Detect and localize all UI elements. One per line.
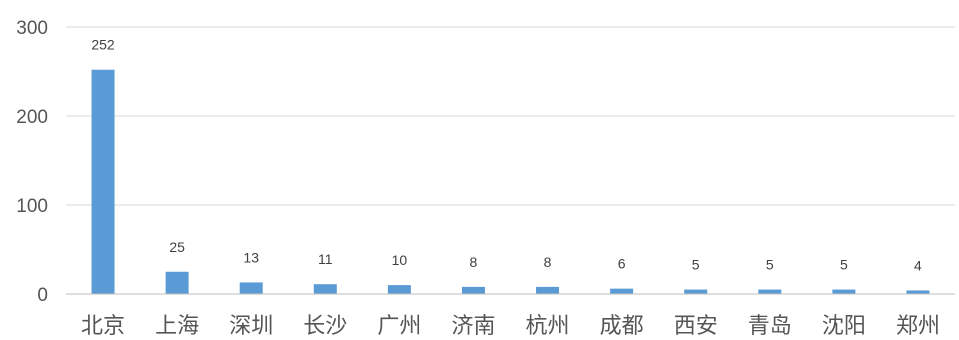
gridlines bbox=[66, 26, 955, 206]
bar-5 bbox=[387, 285, 411, 294]
x-tick-label: 广州 bbox=[377, 314, 421, 339]
bars bbox=[91, 69, 930, 294]
bar-2 bbox=[165, 271, 189, 294]
bar-12 bbox=[906, 290, 930, 294]
bar-8 bbox=[610, 288, 634, 294]
y-tick-label: 200 bbox=[16, 107, 48, 128]
bar-1 bbox=[91, 69, 115, 294]
y-tick-label: 100 bbox=[16, 196, 48, 217]
bar-7 bbox=[536, 286, 560, 294]
y-tick-label: 0 bbox=[37, 285, 48, 306]
data-label: 5 bbox=[766, 257, 774, 273]
bar-11 bbox=[832, 289, 856, 294]
x-tick-label: 成都 bbox=[600, 314, 644, 339]
bar-10 bbox=[758, 289, 782, 294]
x-tick-label: 上海 bbox=[155, 314, 199, 339]
bar-3 bbox=[239, 282, 263, 294]
data-label: 5 bbox=[840, 257, 848, 273]
data-label: 10 bbox=[392, 252, 408, 268]
data-label: 25 bbox=[169, 239, 185, 255]
x-tick-label: 西安 bbox=[674, 314, 718, 339]
x-tick-label: 沈阳 bbox=[822, 314, 866, 339]
bar-4 bbox=[313, 284, 337, 294]
data-label: 8 bbox=[470, 254, 478, 270]
x-tick-label: 青岛 bbox=[748, 314, 792, 339]
bar-6 bbox=[461, 286, 485, 294]
data-label: 5 bbox=[692, 257, 700, 273]
y-tick-label: 300 bbox=[16, 18, 48, 39]
data-label: 4 bbox=[914, 257, 922, 273]
bar-9 bbox=[684, 289, 708, 294]
x-tick-label: 济南 bbox=[451, 314, 495, 339]
x-tick-label: 长沙 bbox=[303, 314, 347, 339]
data-label: 252 bbox=[91, 37, 115, 53]
x-tick-label: 北京 bbox=[81, 314, 125, 339]
x-tick-label: 深圳 bbox=[229, 314, 273, 339]
x-tick-label: 郑州 bbox=[896, 314, 940, 339]
data-label: 13 bbox=[243, 249, 259, 265]
data-label: 8 bbox=[544, 254, 552, 270]
x-tick-label: 杭州 bbox=[526, 314, 570, 339]
data-label: 6 bbox=[618, 256, 626, 272]
labels: 0 100 200 300 252 北京 25 上海 13 深圳 11 长沙 10 广州 8 济南 8 杭州 6 成都… bbox=[16, 18, 940, 339]
data-label: 11 bbox=[318, 251, 333, 267]
